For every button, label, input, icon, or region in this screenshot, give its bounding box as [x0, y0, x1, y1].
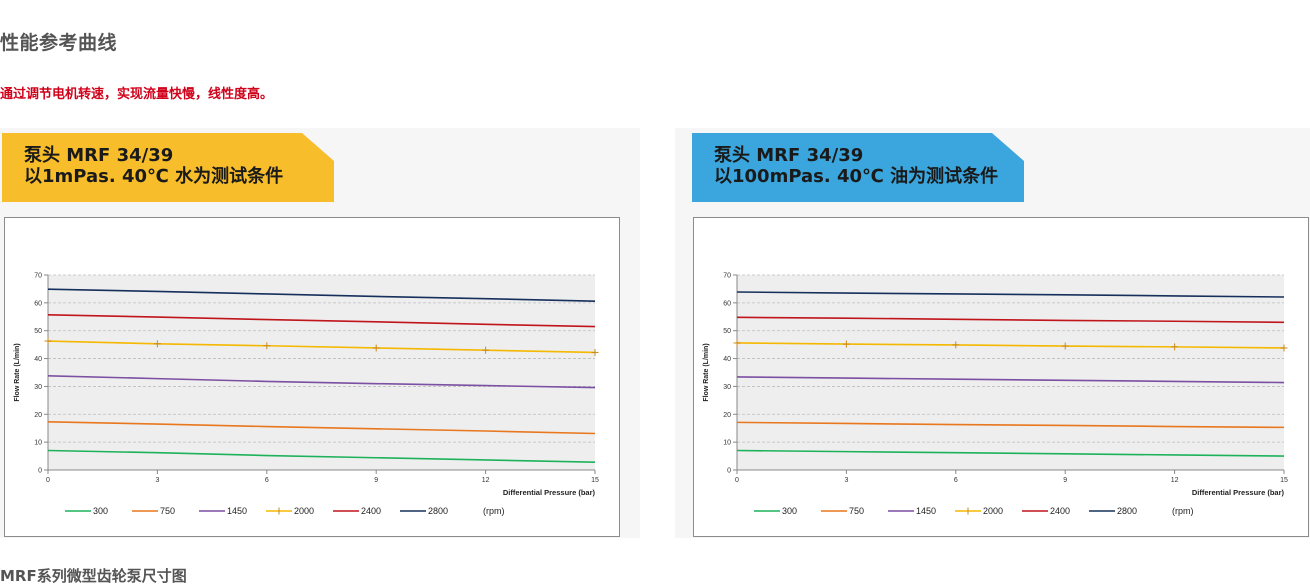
- series-line-2400: [47, 314, 596, 328]
- banner-title: 泵头 MRF 34/39 以100mPas. 40℃ 油为测试条件: [714, 145, 998, 187]
- x-tick-label: 15: [1280, 477, 1288, 484]
- y-tick-label: 60: [34, 300, 42, 307]
- banner-oil: 泵头 MRF 34/39 以100mPas. 40℃ 油为测试条件: [692, 133, 1024, 202]
- banner-line-1: 泵头 MRF 34/39: [24, 145, 174, 166]
- y-tick-label: 20: [723, 412, 731, 419]
- legend-item: 1450: [199, 506, 247, 516]
- legend-item: 1450: [888, 506, 936, 516]
- y-tick-label: 0: [38, 468, 42, 475]
- series-line-2800: [47, 288, 596, 302]
- legend-label: 750: [160, 506, 175, 516]
- y-tick-label: 70: [723, 273, 731, 280]
- y-axis-label: Flow Rate (L/min): [703, 343, 710, 401]
- legend-item: 750: [132, 506, 175, 516]
- legend-item: 2400: [333, 506, 381, 516]
- chart-water-svg: 0 10 20 30 40 50 60 70 0 3 6 9 12 15 Differential Pres…: [14, 273, 599, 517]
- y-tick-label: 0: [727, 468, 731, 475]
- legend-label: 1450: [916, 506, 936, 516]
- data-point: [1171, 343, 1179, 351]
- series-line-2400: [736, 316, 1285, 324]
- chart-water: 0 10 20 30 40 50 60 70 0 3 6 9 12 15 Differential Pres…: [4, 217, 620, 537]
- banner-title: 泵头 MRF 34/39 以1mPas. 40℃ 水为测试条件: [24, 145, 283, 187]
- series-line-300: [47, 449, 596, 463]
- y-tick-label: 10: [723, 440, 731, 447]
- legend-label: 1450: [227, 506, 247, 516]
- x-tick-label: 3: [155, 477, 159, 484]
- legend-item: 2800: [1089, 506, 1137, 516]
- subtitle: 通过调节电机转速，实现流量快慢，线性度高。: [0, 87, 274, 102]
- data-point: [842, 340, 850, 348]
- legend-label: 2800: [428, 506, 448, 516]
- y-tick-label: 40: [34, 356, 42, 363]
- legend-item: 2000: [266, 506, 314, 516]
- data-point: [372, 344, 380, 352]
- bottom-title: MRF系列微型齿轮泵尺寸图: [0, 567, 187, 585]
- data-point: [952, 341, 960, 349]
- data-point: [44, 337, 52, 345]
- x-tick-label: 0: [735, 477, 739, 484]
- y-tick-label: 60: [723, 300, 731, 307]
- data-point: [733, 339, 741, 347]
- x-axis-label: Differential Pressure (bar): [1192, 488, 1285, 497]
- data-point: [263, 342, 271, 350]
- y-tick-label: 50: [34, 328, 42, 335]
- x-tick-label: 12: [482, 477, 490, 484]
- y-tick-label: 20: [34, 412, 42, 419]
- x-tick-label: 3: [844, 477, 848, 484]
- legend-item: 2000: [955, 506, 1003, 516]
- y-axis-label: Flow Rate (L/min): [14, 343, 21, 401]
- data-point: [1061, 342, 1069, 350]
- x-tick-label: 15: [591, 477, 599, 484]
- section-title: 性能参考曲线: [0, 32, 118, 54]
- series-line-1450: [736, 376, 1285, 384]
- plot-area: [737, 275, 1284, 470]
- y-tick-label: 30: [34, 384, 42, 391]
- series-line-750: [47, 421, 596, 435]
- legend-label: 2400: [361, 506, 381, 516]
- data-point: [591, 348, 599, 356]
- x-tick-label: 6: [954, 477, 958, 484]
- y-tick-label: 10: [34, 440, 42, 447]
- data-point: [1280, 344, 1288, 352]
- legend-item: 750: [821, 506, 864, 516]
- legend-item: 300: [65, 506, 108, 516]
- x-tick-label: 6: [265, 477, 269, 484]
- chart-oil-svg: 0 10 20 30 40 50 60 70 0 3 6 9 12 15 Differential Pres…: [703, 273, 1288, 517]
- series-line-2000: [47, 340, 596, 354]
- y-tick-label: 70: [34, 273, 42, 280]
- legend-label: 2000: [983, 506, 1003, 516]
- legend-label: 750: [849, 506, 864, 516]
- y-tick-label: 40: [723, 356, 731, 363]
- x-tick-label: 9: [374, 477, 378, 484]
- legend-label: 300: [782, 506, 797, 516]
- legend-label: 300: [93, 506, 108, 516]
- data-point: [482, 346, 490, 354]
- legend-unit: (rpm): [483, 506, 505, 516]
- legend-item: 2800: [400, 506, 448, 516]
- legend-label: 2800: [1117, 506, 1137, 516]
- series-line-750: [736, 421, 1285, 429]
- x-tick-label: 0: [46, 477, 50, 484]
- legend-label: 2000: [294, 506, 314, 516]
- series-line-2000: [736, 342, 1285, 349]
- data-point: [153, 340, 161, 348]
- legend-item: 2400: [1022, 506, 1070, 516]
- legend-label: 2400: [1050, 506, 1070, 516]
- series-line-300: [736, 449, 1285, 457]
- x-tick-label: 12: [1171, 477, 1179, 484]
- series-line-1450: [47, 375, 596, 389]
- x-tick-label: 9: [1063, 477, 1067, 484]
- chart-oil: 0 10 20 30 40 50 60 70 0 3 6 9 12 15 Differential Pres…: [693, 217, 1309, 537]
- y-tick-label: 50: [723, 328, 731, 335]
- legend-unit: (rpm): [1172, 506, 1194, 516]
- banner-line-1: 泵头 MRF 34/39: [714, 145, 864, 166]
- banner-line-2: 以100mPas. 40℃ 油为测试条件: [714, 166, 999, 187]
- plot-area: [48, 275, 595, 470]
- banner-water: 泵头 MRF 34/39 以1mPas. 40℃ 水为测试条件: [2, 133, 334, 202]
- legend-item: 300: [754, 506, 797, 516]
- banner-line-2: 以1mPas. 40℃ 水为测试条件: [24, 166, 284, 187]
- y-tick-label: 30: [723, 384, 731, 391]
- series-line-2800: [736, 291, 1285, 298]
- x-axis-label: Differential Pressure (bar): [503, 488, 596, 497]
